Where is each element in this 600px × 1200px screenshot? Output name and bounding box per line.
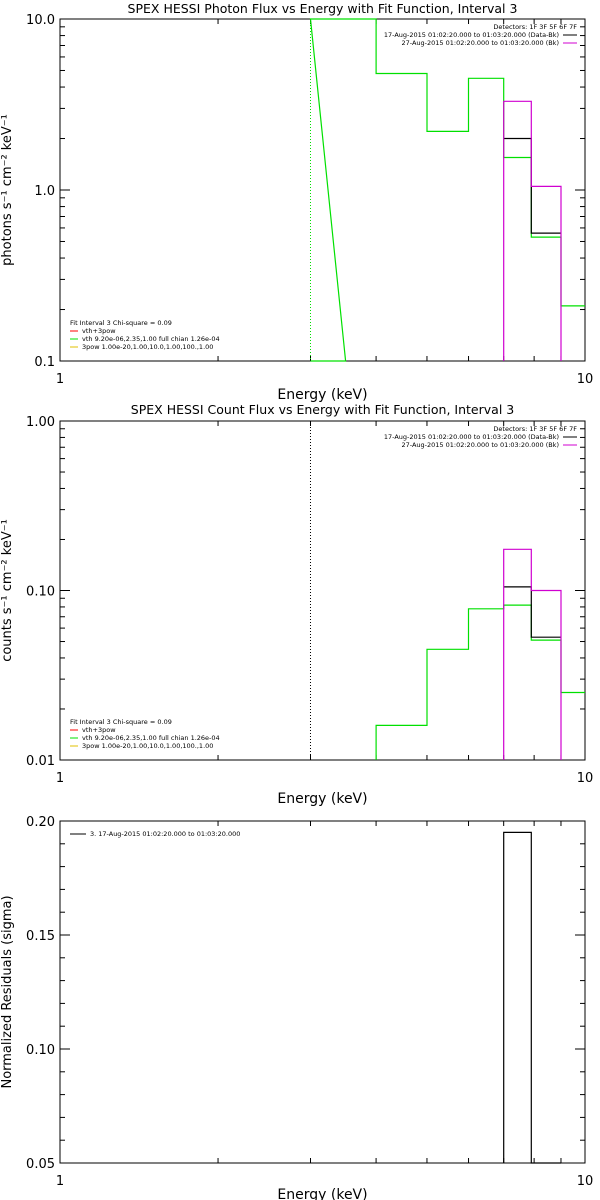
fit-info-entry: vth+3pow xyxy=(82,726,116,734)
residuals-panel: Energy (keV) Normalized Residuals (sigma)… xyxy=(0,815,593,1200)
series-step-line-0 xyxy=(503,831,561,1164)
series-step-line-1 xyxy=(503,586,561,638)
y-tick-label: 0.1 xyxy=(34,355,55,370)
series-step-line-2 xyxy=(503,548,562,760)
fit-info-entry: vth 9.20e-06,2.35,1.00 full chian 1.26e-… xyxy=(82,734,220,742)
x-tick-label: 10 xyxy=(577,372,594,387)
x-tick-label: 1 xyxy=(56,372,64,387)
series-step-line-2 xyxy=(503,100,562,361)
y-axis-label: photons s⁻¹ cm⁻² keV⁻¹ xyxy=(0,114,15,266)
chart-title: SPEX HESSI Photon Flux vs Energy with Fi… xyxy=(128,1,518,16)
plot-frame xyxy=(59,420,586,761)
x-tick-label: 1 xyxy=(56,1174,64,1189)
y-axis-label: Normalized Residuals (sigma) xyxy=(0,895,15,1088)
count-flux-panel: SPEX HESSI Count Flux vs Energy with Fit… xyxy=(0,402,593,807)
y-tick-label: 0.05 xyxy=(26,1157,55,1172)
y-tick-label: 10.0 xyxy=(26,13,55,28)
detectors-label: Detectors: 1F 3F 5F 6F 7F xyxy=(493,23,577,31)
y-tick-label: 1.00 xyxy=(26,415,55,430)
fit-info-entry: vth+3pow xyxy=(82,327,116,335)
x-tick-label: 10 xyxy=(577,771,594,786)
fit-info-entry: Fit Interval 3 Chi-square = 0.09 xyxy=(70,718,172,726)
x-axis-label: Energy (keV) xyxy=(277,1187,367,1200)
y-tick-label: 0.01 xyxy=(26,754,55,769)
fit-info-entry: Fit Interval 3 Chi-square = 0.09 xyxy=(70,319,172,327)
x-axis-label: Energy (keV) xyxy=(277,791,367,807)
legend-entry: 17-Aug-2015 01:02:20.000 to 01:03:20.000… xyxy=(384,31,559,39)
legend-entry: 17-Aug-2015 01:02:20.000 to 01:03:20.000… xyxy=(384,433,559,441)
plot-frame xyxy=(59,18,586,362)
plot-frame xyxy=(59,820,586,1164)
y-tick-label: 0.20 xyxy=(26,815,55,830)
x-axis-label: Energy (keV) xyxy=(277,387,367,403)
fit-info-entry: 3pow 1.00e-20,1.00,10.0,1.00,100.,1.00 xyxy=(82,343,213,351)
series-step-line-0 xyxy=(309,18,585,362)
y-axis-label: counts s⁻¹ cm⁻² keV⁻¹ xyxy=(0,519,15,662)
legend-entry: 27-Aug-2015 01:02:20.000 to 01:03:20.000… xyxy=(402,441,559,449)
fit-info-entry: vth 9.20e-06,2.35,1.00 full chian 1.26e-… xyxy=(82,335,220,343)
y-tick-label: 0.10 xyxy=(26,585,55,600)
detectors-label: Detectors: 1F 3F 5F 6F 7F xyxy=(493,425,577,433)
legend-entry: 3. 17-Aug-2015 01:02:20.000 to 01:03:20.… xyxy=(90,830,240,838)
y-tick-label: 0.10 xyxy=(26,1043,55,1058)
series-step-line-0 xyxy=(375,604,585,760)
x-tick-label: 10 xyxy=(577,1174,594,1189)
x-tick-label: 1 xyxy=(56,771,64,786)
y-tick-label: 1.0 xyxy=(34,184,55,199)
legend-entry: 27-Aug-2015 01:02:20.000 to 01:03:20.000… xyxy=(402,39,559,47)
photon-flux-panel: SPEX HESSI Photon Flux vs Energy with Fi… xyxy=(0,1,593,403)
fit-info-entry: 3pow 1.00e-20,1.00,10.0,1.00,100.,1.00 xyxy=(82,742,213,750)
y-tick-label: 0.15 xyxy=(26,929,55,944)
chart-title: SPEX HESSI Count Flux vs Energy with Fit… xyxy=(131,402,514,417)
